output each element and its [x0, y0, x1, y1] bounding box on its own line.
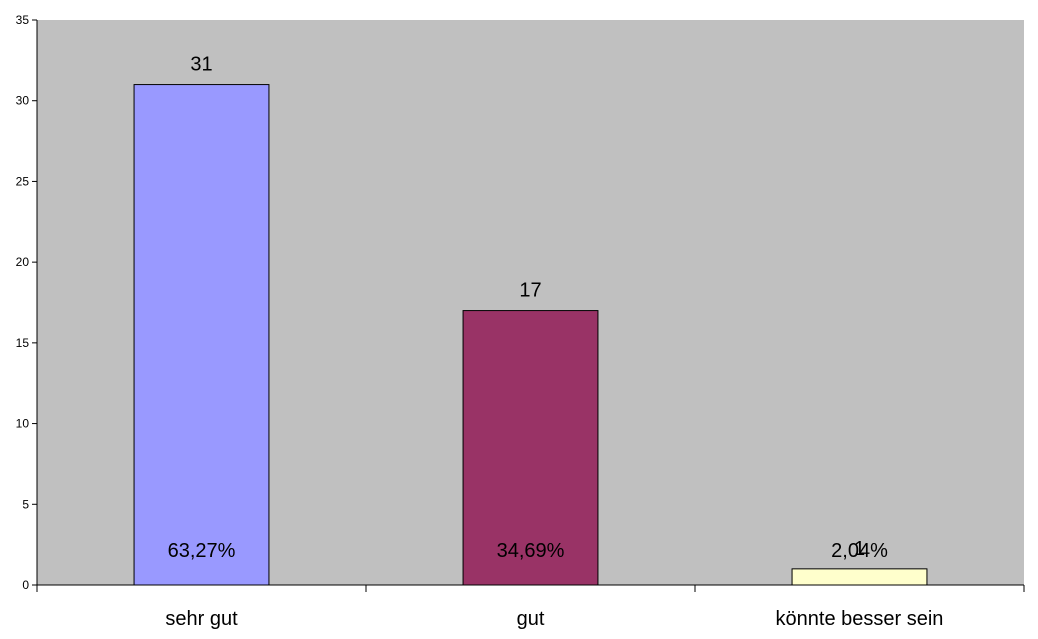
bars-group	[133, 84, 928, 586]
y-tick-label: 35	[16, 13, 30, 27]
bar-percent-label: 34,69%	[497, 540, 565, 562]
bar-value-label: 17	[519, 280, 541, 302]
y-tick-label: 0	[22, 578, 29, 592]
y-tick-label: 15	[16, 336, 30, 350]
bar-value-label: 31	[190, 54, 212, 76]
bar	[462, 310, 599, 586]
data-labels-group: 31 63,27% 17 34,69% 12,04%	[168, 54, 888, 562]
bar-percent-label: 2,04%	[831, 540, 888, 562]
y-axis: 0 5 10 15 20 25 30 35	[16, 13, 38, 592]
bar	[791, 568, 928, 586]
x-category-label: sehr gut	[165, 608, 238, 630]
x-category-label: gut	[517, 608, 545, 630]
bar	[133, 84, 270, 586]
y-tick-label: 25	[16, 174, 30, 188]
x-axis: sehr gut gut könnte besser sein	[36, 584, 1025, 630]
y-tick-label: 30	[16, 94, 30, 108]
bar-percent-label: 63,27%	[168, 540, 236, 562]
y-tick-label: 20	[16, 255, 30, 269]
x-category-label: könnte besser sein	[776, 608, 944, 630]
y-tick-label: 5	[22, 497, 29, 511]
y-tick-label: 10	[16, 417, 30, 431]
bar-value-label: 1	[854, 538, 865, 560]
